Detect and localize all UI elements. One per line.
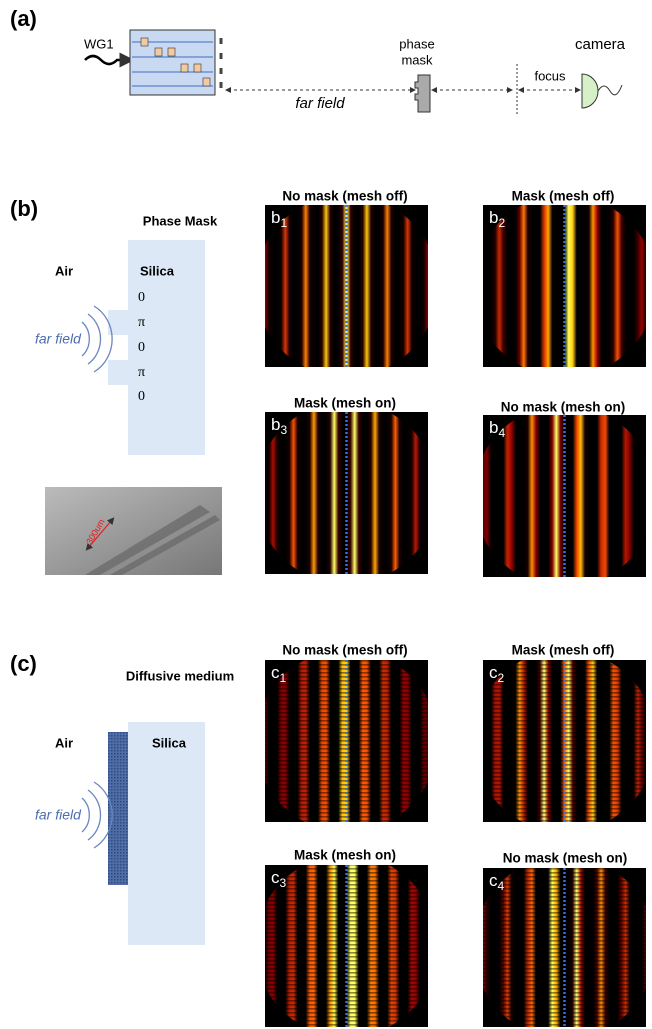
panel-label: (b) (10, 196, 38, 221)
mask-label: mask (401, 52, 433, 67)
far-field-label: far field (35, 807, 82, 823)
phase-mask (414, 74, 431, 113)
phase-value: 0 (138, 290, 145, 305)
panel-index: c3 (271, 868, 287, 890)
medium-label: Air (55, 263, 73, 278)
mask-label: phase (399, 36, 434, 51)
panel-index: b2 (489, 208, 505, 230)
medium-label: Silica (152, 735, 187, 750)
diffusive-layer (108, 732, 128, 885)
panel-label: (a) (10, 6, 37, 31)
source-label: WG1 (84, 36, 114, 51)
diagram-title: Phase Mask (143, 213, 218, 228)
panel-title: Mask (mesh on) (294, 848, 396, 863)
far-field-label: far field (295, 95, 345, 112)
panel-index: b1 (271, 208, 287, 230)
interference-image (483, 868, 646, 1027)
panel-title: Mask (mesh off) (512, 189, 615, 204)
camera (581, 73, 599, 109)
silica-block (128, 722, 205, 945)
medium-label: Silica (140, 263, 175, 278)
panel-index: b3 (271, 415, 287, 437)
panel-index: c2 (489, 663, 505, 685)
panel-title: Mask (mesh off) (512, 643, 615, 658)
panel-title: No mask (mesh on) (503, 851, 628, 866)
camera-cable (597, 84, 623, 96)
panel-index: c1 (271, 663, 287, 685)
diagram-title: Diffusive medium (126, 668, 234, 683)
panel-title: No mask (mesh on) (501, 400, 626, 415)
interference-image (483, 660, 646, 822)
silica-block (108, 240, 205, 455)
panel-title: No mask (mesh off) (282, 189, 407, 204)
interference-image (265, 205, 428, 367)
phase-value: π (138, 315, 145, 330)
focus-label: focus (534, 68, 566, 83)
input-arrow (84, 52, 135, 68)
panel-title: No mask (mesh off) (282, 643, 407, 658)
panel-label: (c) (10, 651, 37, 676)
phase-value: π (138, 365, 145, 380)
wavefronts (81, 305, 113, 373)
interference-image (265, 412, 428, 574)
camera-label: camera (575, 36, 626, 53)
medium-label: Air (55, 735, 73, 750)
phase-value: 0 (138, 389, 145, 404)
microscope-photo (45, 487, 222, 575)
far-field-label: far field (35, 331, 82, 347)
phase-value: 0 (138, 340, 145, 355)
wavefronts (81, 781, 113, 849)
panel-index: b4 (489, 418, 505, 440)
panel-title: Mask (mesh on) (294, 396, 396, 411)
panel-index: c4 (489, 871, 505, 893)
chip (129, 29, 223, 96)
